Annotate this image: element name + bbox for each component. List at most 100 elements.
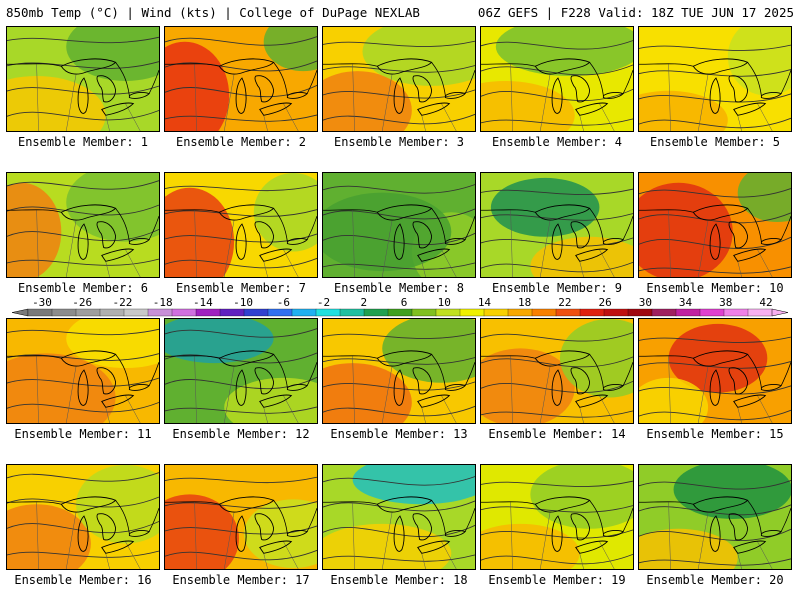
temperature-region <box>530 236 633 277</box>
temperature-map <box>7 319 159 423</box>
ensemble-panel <box>164 464 318 570</box>
great-lake-outline <box>60 204 117 221</box>
height-contour <box>481 356 633 368</box>
temperature-map <box>165 27 317 131</box>
height-contour <box>7 109 159 121</box>
great-lake-outline <box>760 529 782 537</box>
height-contour <box>481 529 633 539</box>
colorbar-swatch <box>579 308 605 317</box>
state-border <box>105 407 110 423</box>
great-lake-outline <box>534 496 591 513</box>
panel-label: Ensemble Member: 17 <box>172 573 310 587</box>
great-lake-outline <box>570 75 591 103</box>
height-contour <box>165 327 317 338</box>
great-lake-outline <box>417 540 451 554</box>
temperature-map <box>481 27 633 131</box>
height-contour <box>7 377 159 387</box>
great-lake-outline <box>218 204 275 221</box>
height-contour <box>639 44 791 51</box>
ensemble-panel <box>480 464 634 570</box>
state-border <box>579 407 584 423</box>
great-lake-outline <box>570 513 591 541</box>
great-lake-outline <box>376 496 433 513</box>
colorbar-swatch <box>387 308 413 317</box>
panel-label: Ensemble Member: 15 <box>646 427 784 441</box>
state-border <box>223 366 235 423</box>
country-border <box>323 62 475 96</box>
great-lake-outline <box>575 540 609 554</box>
temperature-region <box>481 80 575 131</box>
temperature-map <box>481 465 633 569</box>
panel-label: Ensemble Member: 19 <box>488 573 626 587</box>
temperature-map <box>639 465 791 569</box>
great-lake-outline <box>286 383 308 391</box>
country-border <box>323 500 475 534</box>
great-lake-outline <box>417 248 451 262</box>
ensemble-panel <box>164 318 318 424</box>
great-lake-outline <box>575 394 609 408</box>
great-lake-outline <box>602 91 624 99</box>
height-contour <box>323 113 475 125</box>
height-contour <box>639 117 791 129</box>
height-contour <box>323 232 475 245</box>
colorbar-swatch <box>627 308 653 317</box>
height-contour <box>165 35 317 46</box>
temperature-map <box>639 319 791 423</box>
great-lake-outline <box>77 369 89 406</box>
temperature-region <box>639 90 728 131</box>
state-border <box>352 356 355 423</box>
country-border <box>481 500 633 534</box>
state-border <box>381 366 393 423</box>
height-contour <box>323 183 475 194</box>
great-lake-outline <box>96 367 117 395</box>
ensemble-panel <box>6 464 160 570</box>
temperature-region <box>165 494 240 569</box>
great-lake-outline <box>235 77 247 114</box>
state-border <box>263 553 268 569</box>
great-lake-outline <box>235 369 247 406</box>
great-lake-outline <box>60 350 117 367</box>
great-lake-outline <box>551 77 563 114</box>
colorbar-tick-label: -10 <box>233 296 254 309</box>
height-contour <box>7 550 159 558</box>
height-contour <box>165 257 317 269</box>
height-contour <box>7 401 159 413</box>
colorbar-tick-label: -30 <box>32 296 52 309</box>
colorbar-tick-label: -14 <box>192 296 213 309</box>
great-lake-outline <box>254 75 275 103</box>
height-contour <box>639 385 791 395</box>
temperature-region <box>495 27 633 77</box>
great-lake-outline <box>728 221 749 249</box>
height-contour <box>165 406 317 414</box>
great-lake-outline <box>444 383 466 391</box>
height-contour <box>7 36 159 44</box>
temperature-region <box>737 173 791 223</box>
state-border <box>65 220 77 277</box>
great-lake-outline <box>570 221 591 249</box>
great-lake-outline <box>259 248 293 262</box>
state-border <box>421 261 426 277</box>
great-lake-outline <box>286 237 308 245</box>
height-contour <box>481 480 633 487</box>
great-lake-outline <box>96 513 117 541</box>
ensemble-panel <box>480 26 634 132</box>
colorbar-tick-label: 26 <box>598 296 612 309</box>
country-border <box>323 354 475 388</box>
temperature-region <box>668 323 768 393</box>
ensemble-panel <box>6 318 160 424</box>
country-border <box>639 62 791 96</box>
colorbar-swatch <box>723 308 749 317</box>
height-contour <box>165 184 317 192</box>
state-border <box>36 356 39 423</box>
great-lake-outline <box>376 58 433 75</box>
temperature-region <box>481 523 580 569</box>
height-contour <box>481 237 633 247</box>
height-contour <box>323 381 475 391</box>
height-contour <box>639 479 791 490</box>
great-lake-outline <box>101 102 135 116</box>
great-lake-outline <box>254 367 275 395</box>
great-lake-outline <box>417 102 451 116</box>
state-border <box>697 512 709 569</box>
height-contour <box>481 261 633 273</box>
state-border <box>194 502 197 569</box>
